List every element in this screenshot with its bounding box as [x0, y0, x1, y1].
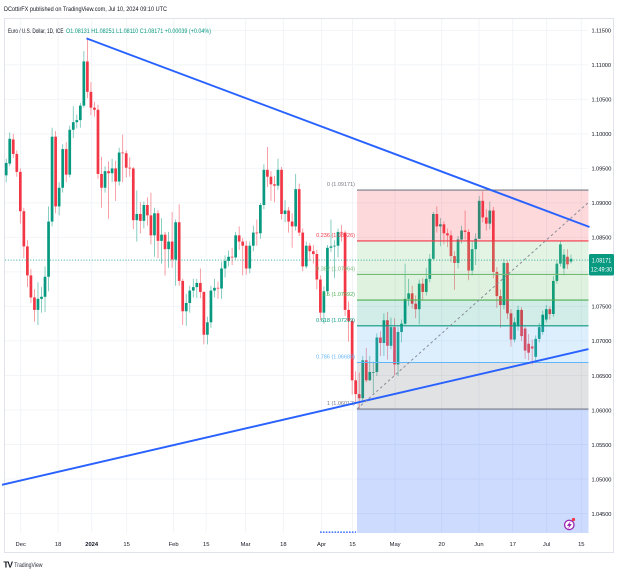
svg-text:1.04500: 1.04500 [592, 512, 612, 518]
svg-text:18: 18 [280, 542, 286, 548]
svg-text:1.06000: 1.06000 [592, 408, 612, 414]
svg-text:0.786 (1.06688): 0.786 (1.06688) [316, 355, 355, 361]
svg-text:TV: TV [3, 560, 13, 570]
svg-text:1.09000: 1.09000 [592, 201, 612, 207]
svg-text:1.07000: 1.07000 [592, 339, 612, 345]
svg-text:1.07500: 1.07500 [592, 305, 612, 311]
svg-text:TradingView: TradingView [14, 562, 42, 569]
svg-text:0.5 (1.07592): 0.5 (1.07592) [322, 292, 355, 298]
svg-text:15: 15 [578, 542, 584, 548]
svg-text:1.05000: 1.05000 [592, 477, 612, 483]
svg-text:Feb: Feb [169, 542, 179, 548]
svg-text:15: 15 [203, 542, 209, 548]
svg-text:Mar: Mar [241, 542, 251, 548]
svg-text:2024: 2024 [85, 542, 99, 548]
svg-text:May: May [390, 542, 401, 548]
svg-text:1.05500: 1.05500 [592, 443, 612, 449]
svg-text:1.09500: 1.09500 [592, 167, 612, 173]
svg-text:Jul: Jul [543, 542, 550, 548]
svg-text:Dec: Dec [16, 542, 26, 548]
svg-text:O1.08131 H1.08251 L1.08110: O1.08131 H1.08251 L1.08110 C1.08171 +0.0… [66, 28, 211, 35]
svg-text:1 (1.06012): 1 (1.06012) [327, 401, 355, 407]
svg-text:1.08171: 1.08171 [592, 257, 612, 264]
svg-text:DCottirFX published on Trading: DCottirFX published on TradingView.com, … [4, 6, 167, 13]
svg-text:1.10000: 1.10000 [592, 132, 612, 138]
svg-text:12:49:30: 12:49:30 [591, 267, 613, 274]
svg-text:1.11500: 1.11500 [592, 29, 611, 35]
svg-text:18: 18 [55, 542, 61, 548]
svg-text:20: 20 [438, 542, 444, 548]
svg-text:0.382 (1.07964): 0.382 (1.07964) [316, 266, 355, 272]
svg-text:1.08500: 1.08500 [592, 236, 612, 242]
svg-text:0 (1.09171): 0 (1.09171) [327, 182, 355, 188]
svg-text:15: 15 [349, 542, 355, 548]
svg-text:Euro / U.S. Dollar, 1D, ICE: Euro / U.S. Dollar, 1D, ICE [8, 28, 64, 35]
svg-text:Apr: Apr [317, 542, 326, 548]
svg-text:0.236 (1.08426): 0.236 (1.08426) [316, 233, 355, 239]
svg-text:1.11000: 1.11000 [592, 63, 611, 69]
svg-text:15: 15 [123, 542, 129, 548]
svg-text:0.618 (1.07219): 0.618 (1.07219) [316, 318, 355, 324]
svg-text:17: 17 [509, 542, 515, 548]
svg-text:Jun: Jun [474, 542, 483, 548]
svg-text:1.06500: 1.06500 [592, 374, 612, 380]
svg-text:1.10500: 1.10500 [592, 98, 612, 104]
